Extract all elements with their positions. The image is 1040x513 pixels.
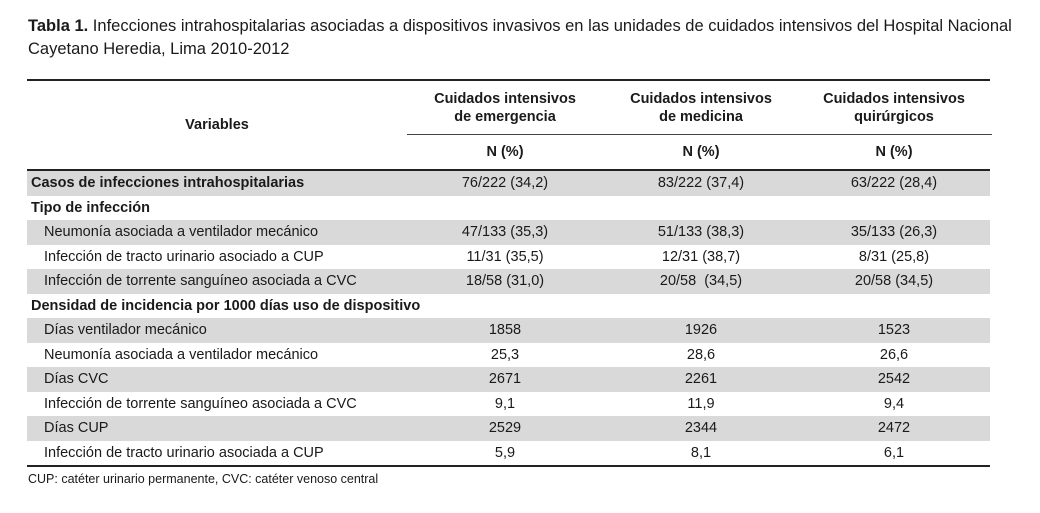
row-label: Días CUP	[44, 420, 109, 436]
cell-medicina: 51/133 (38,3)	[657, 224, 745, 240]
table-footnote: CUP: catéter urinario permanente, CVC: c…	[28, 472, 379, 486]
cell-emergencia: 47/133 (35,3)	[461, 224, 549, 240]
row-label: Casos de infecciones intrahospitalarias	[31, 175, 305, 191]
table-row: Neumonía asociada a ventilador mecánico …	[27, 220, 990, 245]
table-row: Infección de tracto urinario asociado a …	[27, 245, 990, 270]
cell-medicina: 11,9	[687, 395, 715, 412]
header-col1-line2: de emergencia	[454, 109, 556, 125]
table-row: Neumonía asociada a ventilador mecánico …	[27, 343, 990, 368]
table-row: Infección de torrente sanguíneo asociada…	[27, 392, 990, 417]
header-unit-col1: N (%)	[486, 144, 524, 160]
data-table: Variables Cuidados intensivos de emergen…	[27, 79, 992, 467]
header-variables: Variables	[185, 117, 249, 133]
caption-text: Infecciones intrahospitalarias asociadas…	[28, 17, 1012, 58]
cell-emergencia: 5,9	[494, 444, 516, 461]
row-label: Días ventilador mecánico	[44, 322, 207, 338]
row-label: Neumonía asociada a ventilador mecánico	[44, 224, 319, 240]
section-label: Tipo de infección	[31, 199, 150, 216]
header-col3-line1: Cuidados intensivos	[823, 91, 965, 107]
cell-emergencia: 11/31 (35,5)	[466, 248, 544, 265]
row-label: Infección de torrente sanguíneo asociada…	[44, 273, 357, 289]
cell-quirurgicos: 2542	[877, 371, 911, 387]
header-col-quirurgicos: Cuidados intensivos quirúrgicos	[796, 90, 992, 135]
header-col2-line2: de medicina	[659, 109, 743, 125]
cell-medicina: 20/58 (34,5)	[659, 273, 743, 289]
table-row: Días CVC 2671 2261 2542	[27, 367, 990, 392]
cell-medicina: 28,6	[686, 346, 716, 363]
row-label: Infección de tracto urinario asociado a …	[44, 248, 324, 265]
cell-emergencia: 18/58 (31,0)	[465, 273, 545, 289]
table-row: Días CUP 2529 2344 2472	[27, 416, 990, 441]
table-section-row: Tipo de infección	[27, 196, 990, 221]
row-label: Infección de tracto urinario asociada a …	[44, 444, 324, 461]
cell-medicina: 1926	[684, 322, 718, 338]
header-col1-underline	[407, 134, 603, 135]
header-unit-col2: N (%)	[682, 144, 720, 160]
cell-medicina: 8,1	[690, 444, 712, 461]
cell-quirurgicos: 9,4	[883, 395, 905, 412]
table-row: Casos de infecciones intrahospitalarias …	[27, 171, 990, 196]
cell-quirurgicos: 1523	[877, 322, 911, 338]
cell-medicina: 83/222 (37,4)	[657, 175, 745, 191]
row-label: Infección de torrente sanguíneo asociada…	[44, 395, 357, 412]
cell-emergencia: 25,3	[490, 346, 520, 363]
cell-quirurgicos: 63/222 (28,4)	[850, 175, 938, 191]
table-row: Infección de torrente sanguíneo asociada…	[27, 269, 990, 294]
row-label: Días CVC	[44, 371, 109, 387]
header-col2-line1: Cuidados intensivos	[630, 91, 772, 107]
cell-medicina: 2261	[684, 371, 718, 387]
table-header: Variables Cuidados intensivos de emergen…	[27, 81, 992, 169]
cell-emergencia: 76/222 (34,2)	[461, 175, 549, 191]
cell-quirurgicos: 20/58 (34,5)	[854, 273, 934, 289]
cell-emergencia: 1858	[488, 322, 522, 338]
table-bottom-rule	[27, 465, 990, 467]
table-header-rule	[27, 169, 990, 171]
cell-quirurgicos: 2472	[877, 420, 911, 436]
header-col1-line1: Cuidados intensivos	[434, 91, 576, 107]
cell-emergencia: 2671	[488, 371, 522, 387]
cell-medicina: 2344	[684, 420, 718, 436]
header-col2-underline	[603, 134, 799, 135]
cell-quirurgicos: 6,1	[883, 444, 905, 461]
header-col-medicina: Cuidados intensivos de medicina	[603, 90, 799, 135]
cell-emergencia: 9,1	[494, 395, 516, 412]
cell-medicina: 12/31 (38,7)	[661, 248, 741, 265]
cell-quirurgicos: 35/133 (26,3)	[850, 224, 938, 240]
table-section-row: Densidad de incidencia por 1000 días uso…	[27, 294, 990, 319]
table-row: Infección de tracto urinario asociada a …	[27, 441, 990, 466]
table-caption: Tabla 1. Infecciones intrahospitalarias …	[28, 15, 1013, 61]
header-unit-col3: N (%)	[875, 144, 913, 160]
header-col3-underline	[796, 134, 992, 135]
section-label: Densidad de incidencia por 1000 días uso…	[31, 297, 421, 314]
header-col-emergencia: Cuidados intensivos de emergencia	[407, 90, 603, 135]
table-row: Días ventilador mecánico 1858 1926 1523	[27, 318, 990, 343]
cell-emergencia: 2529	[488, 420, 522, 436]
table-top-rule	[27, 79, 990, 81]
caption-label: Tabla 1.	[28, 17, 89, 35]
header-col3-line2: quirúrgicos	[854, 109, 934, 125]
cell-quirurgicos: 26,6	[879, 346, 909, 363]
cell-quirurgicos: 8/31 (25,8)	[858, 248, 930, 265]
row-label: Neumonía asociada a ventilador mecánico	[44, 346, 319, 363]
